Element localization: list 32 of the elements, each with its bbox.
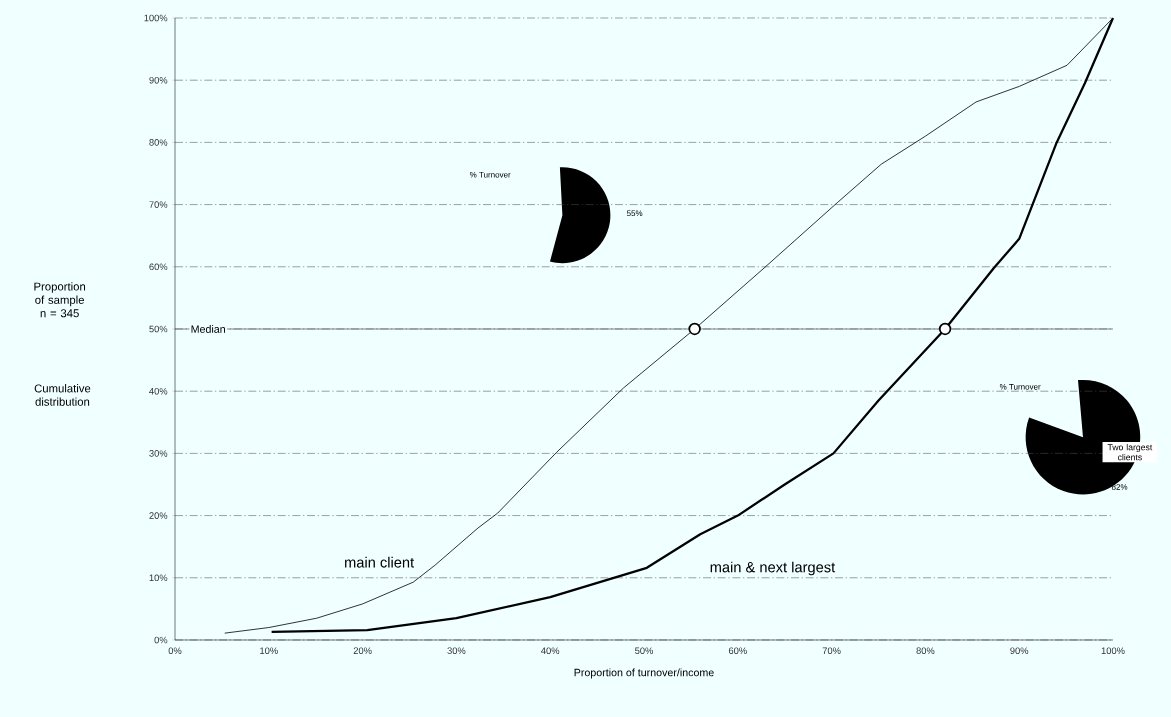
annotation: % Turnover [999,384,1041,390]
text: Proportion of sample n = 345 [34,282,86,318]
y-tick-label: 90% [149,76,168,84]
y-tick-label: 70% [149,201,168,208]
y-tick-label: 40% [149,387,168,395]
x-tick-label: 0% [168,647,182,654]
x-tick-label: 50% [635,647,654,654]
ref-line-label: Median [191,325,225,333]
x-tick-label: 10% [260,647,278,654]
x-tick-label: 20% [353,647,372,654]
x-tick-label: 30% [447,647,466,654]
y-tick-label: 60% [149,263,168,271]
x-tick-label: 90% [1010,647,1029,654]
x-tick-label: 40% [541,647,560,654]
y-tick-label: 50% [149,325,168,333]
x-tick-label: 100% [1101,647,1125,654]
y-tick-label: 80% [149,139,168,146]
x-tick-label: 80% [916,647,935,654]
x-tick-label: 60% [728,647,747,654]
text: Cumulative distribution [34,384,91,406]
series-label: main client [345,556,415,568]
y-tick-label: 30% [149,450,168,457]
series-label: main & next largest [710,561,836,576]
y-tick-label: 10% [149,574,168,582]
y-tick-label: 100% [144,14,168,22]
x-tick-label: 70% [822,647,841,654]
annotation: Two largest clients [1107,443,1153,461]
y-tick-label: 0% [154,636,168,644]
x-axis-title: Proportion of turnover/income [574,668,714,679]
annotation: 55% [626,210,643,217]
y-tick-label: 20% [149,512,168,519]
annotation: % Turnover [469,171,511,178]
